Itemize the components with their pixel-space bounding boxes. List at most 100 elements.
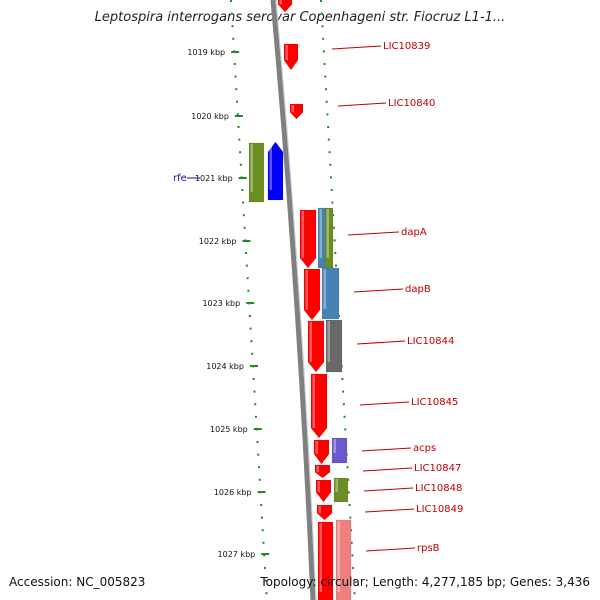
ring-dot	[254, 403, 257, 406]
cog-box-dapb-shine	[323, 269, 326, 309]
ring-dot	[265, 592, 268, 595]
ring-dot	[329, 163, 332, 166]
kbp-tick-label: 1025 kbp	[210, 425, 248, 434]
gene-arrow-lic10839	[283, 43, 299, 71]
ring-dot	[325, 100, 328, 103]
gene-arrow-lic10844-shine	[309, 322, 312, 362]
cog-box-rfe-shine	[250, 144, 253, 192]
gene-label-dapa: dapA	[401, 227, 427, 238]
gene-label-leader	[331, 45, 382, 50]
kbp-tick-label: 1022 kbp	[199, 237, 237, 246]
cog-box-lic10848-shine	[335, 479, 338, 492]
gene-arrow-rpsb-shine	[319, 523, 322, 592]
ring-dot	[236, 100, 239, 103]
gene-arrow-lic10847	[314, 464, 331, 479]
gene-label-lic10849: LIC10849	[416, 504, 463, 515]
ring-dot	[343, 415, 346, 418]
gene-label-acps: acps	[413, 443, 436, 454]
ring-dot	[326, 113, 329, 116]
gene-arrow-top	[277, 0, 293, 13]
cog-box-rpsb-shine	[337, 521, 340, 592]
ring-dot	[264, 579, 267, 582]
kbp-tick-label: 1019 kbp	[187, 48, 225, 57]
kbp-tick-label: 1024 kbp	[206, 362, 244, 371]
ring-dot	[233, 63, 236, 65]
ring-dot	[232, 37, 235, 40]
gene-label-leader	[364, 508, 415, 513]
ring-dot	[260, 504, 263, 506]
ring-dot	[324, 88, 327, 91]
gene-label-lic10839: LIC10839	[383, 41, 430, 52]
kbp-tick-label: 1021 kbp	[195, 174, 233, 183]
ring-dot	[257, 466, 260, 469]
ring-dot	[331, 201, 334, 204]
gene-label-leader	[363, 487, 414, 492]
gene-arrow-dapa	[299, 209, 317, 269]
feature-group	[248, 0, 352, 600]
ring-dot	[346, 466, 349, 469]
ring-dot	[239, 151, 242, 154]
ring-dot	[254, 415, 257, 418]
ring-dot	[320, 0, 322, 2]
gene-arrow-lic10844	[307, 320, 325, 373]
ring-dot	[234, 75, 237, 78]
gene-label-leader	[356, 340, 406, 345]
gene-arrow-lic10840-shine	[291, 105, 294, 113]
gene-label-leader	[347, 231, 400, 236]
gene-arrow-rfe-shine	[269, 143, 272, 190]
ring-dot	[320, 12, 323, 15]
cog-box-lic10844	[325, 319, 343, 373]
gene-label-leader	[361, 447, 412, 452]
gene-arrow-lic10848-shine	[317, 481, 320, 493]
gene-label-lic10847: LIC10847	[414, 463, 461, 474]
ring-dot	[351, 554, 354, 557]
ring-dot	[342, 403, 345, 406]
ring-dot	[334, 264, 337, 267]
ring-dot	[328, 151, 331, 154]
kbp-tick-label: 1020 kbp	[191, 112, 229, 121]
gene-label-leader	[337, 102, 387, 107]
kbp-tick-label: 1026 kbp	[214, 488, 252, 497]
gene-arrow-top-shine	[279, 0, 282, 5]
cog-box-rpsb	[335, 519, 352, 600]
cog-box-dapb	[321, 267, 340, 320]
ring-dot	[263, 554, 266, 557]
tick-group: 1019 kbp 1020 kbp 1021 kbp 1022 kbp 1023 kbp…	[187, 0, 356, 595]
ring-dot	[247, 289, 250, 292]
gene-arrow-lic10845-shine	[312, 375, 315, 428]
gene-label-dapb: dapB	[405, 284, 431, 295]
ring-dot	[256, 441, 259, 443]
gene-arrow-acps-shine	[315, 441, 318, 454]
gene-label-lic10840: LIC10840	[388, 98, 435, 109]
cog-box-rfe	[248, 142, 265, 203]
ring-dot	[264, 567, 267, 569]
kbp-tick-label: 1027 kbp	[218, 550, 256, 559]
gene-label-lic10845: LIC10845	[411, 397, 458, 408]
cog-box-dapa-blue-shine	[319, 209, 322, 258]
ring-dot	[230, 0, 232, 2]
ring-dot	[243, 226, 246, 229]
ring-dot	[239, 163, 242, 166]
gene-arrow-lic10848	[315, 479, 332, 503]
gene-arrow-dapb	[303, 268, 321, 321]
ring-dot	[342, 390, 345, 393]
gene-label-rfe: rfe	[173, 173, 187, 184]
ring-dot	[238, 138, 241, 141]
ring-dot	[332, 226, 335, 229]
ring-dot	[241, 189, 244, 191]
ring-dot	[249, 327, 252, 330]
ring-dot	[332, 214, 335, 217]
cog-box-lic10844-shine	[327, 321, 330, 362]
ring-dot	[245, 264, 248, 267]
ring-dot	[236, 113, 239, 116]
ring-dot	[322, 37, 325, 40]
ring-dot	[257, 453, 260, 456]
gene-label-lic10848: LIC10848	[415, 483, 462, 494]
ring-dot	[350, 541, 353, 544]
gene-arrow-lic10839-shine	[285, 45, 288, 60]
ring-dot	[327, 138, 330, 141]
ring-dot	[353, 592, 356, 595]
ring-dot	[352, 579, 355, 582]
ring-dot	[348, 504, 351, 506]
ring-dot	[333, 239, 336, 242]
